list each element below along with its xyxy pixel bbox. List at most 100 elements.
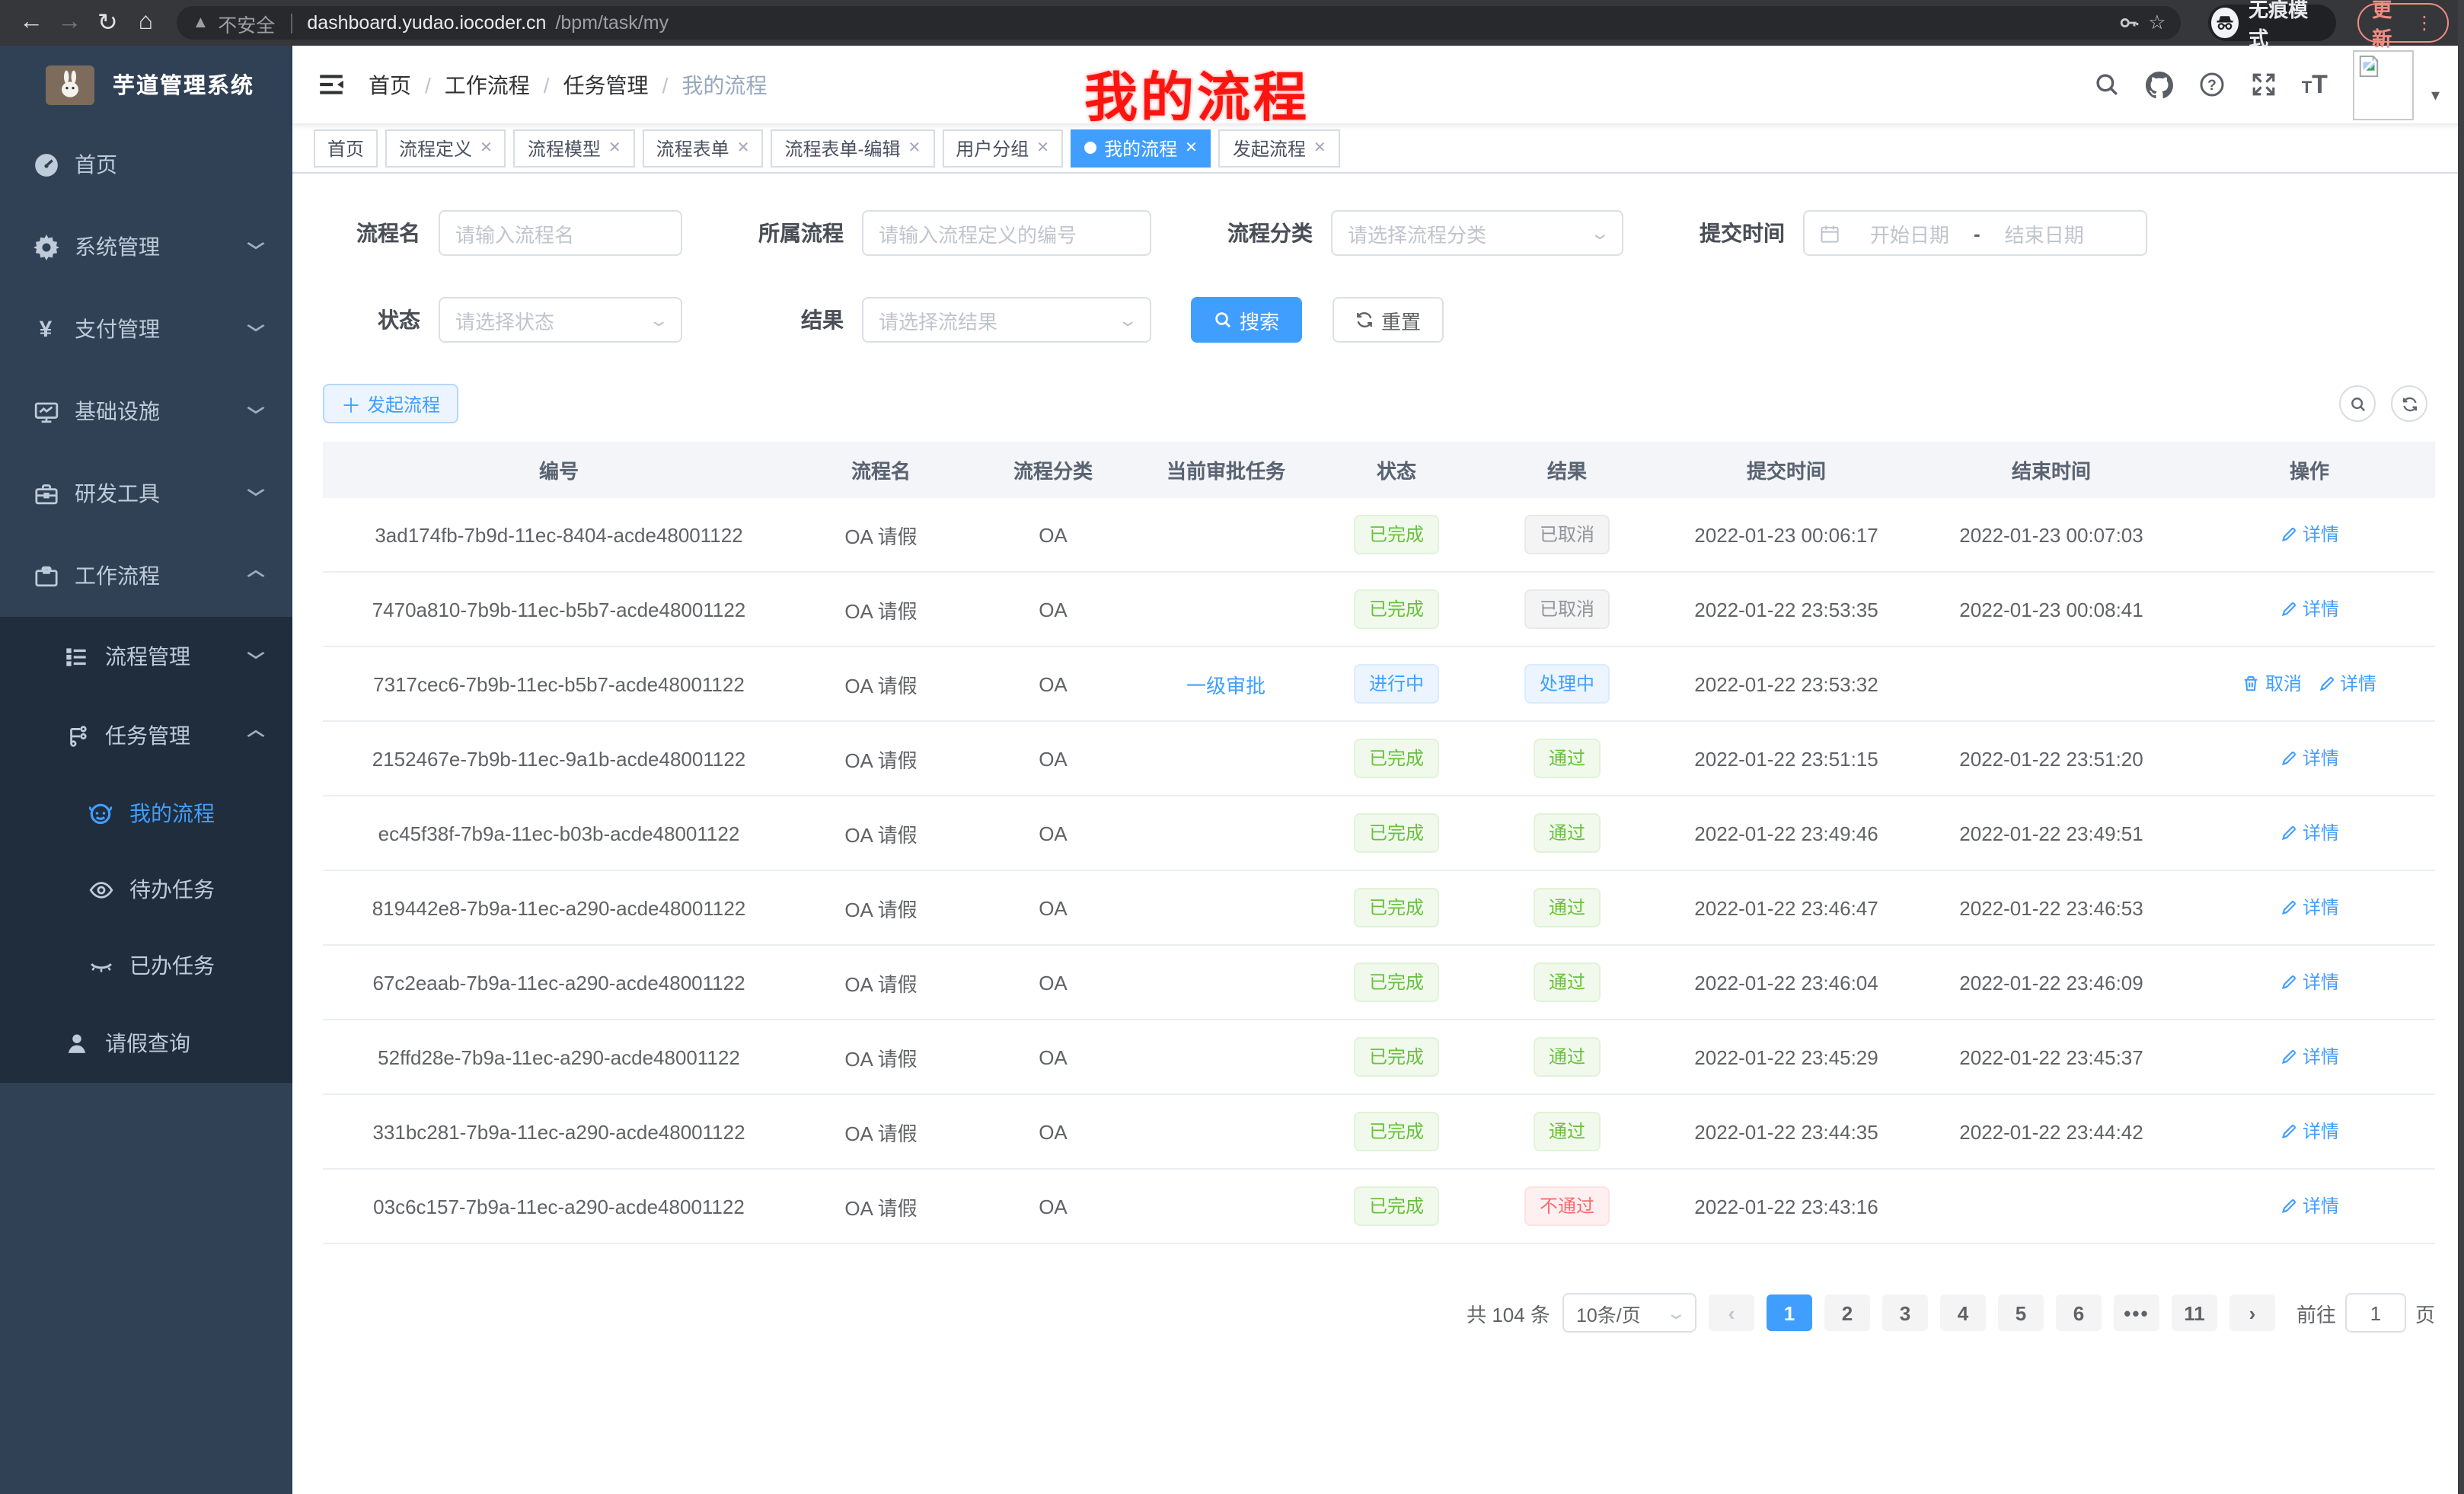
breadcrumb-item[interactable]: 任务管理 [563, 72, 649, 97]
close-icon[interactable]: ✕ [1313, 139, 1326, 156]
sidebar-item-流程管理[interactable]: 流程管理 [0, 617, 292, 696]
cell-category: OA [967, 1020, 1139, 1095]
more-pages-icon[interactable]: ••• [2113, 1294, 2159, 1331]
submit-time-range-picker[interactable]: 开始日期 - 结束日期 [1803, 210, 2147, 256]
cell-actions: 详情 [2184, 870, 2435, 946]
tab-流程定义[interactable]: 流程定义 ✕ [385, 129, 506, 167]
search-icon[interactable] [2095, 72, 2121, 97]
page-button-5[interactable]: 5 [1997, 1294, 2044, 1331]
fullscreen-icon[interactable] [2252, 72, 2277, 97]
cell-current-task [1139, 796, 1313, 871]
page-button-2[interactable]: 2 [1824, 1294, 1870, 1331]
detail-link[interactable]: 详情 [2280, 820, 2339, 846]
tab-流程表单[interactable]: 流程表单 ✕ [642, 129, 764, 167]
filter-label-time: 提交时间 [1700, 221, 1785, 245]
tab-流程模型[interactable]: 流程模型 ✕ [513, 129, 635, 167]
app-logo[interactable]: 芋道管理系统 [0, 46, 292, 123]
detail-link[interactable]: 详情 [2280, 596, 2339, 622]
breadcrumb-item[interactable]: 首页 [369, 72, 411, 97]
tab-首页[interactable]: 首页 [314, 129, 378, 167]
close-icon[interactable]: ✕ [908, 139, 921, 156]
sidebar-item-我的流程[interactable]: 我的流程 [0, 775, 292, 851]
goto-page-input[interactable] [2344, 1293, 2406, 1333]
cell-actions: 详情 [2184, 498, 2435, 573]
detail-link[interactable]: 详情 [2280, 895, 2339, 921]
sidebar-item-基础设施[interactable]: 基础设施 [0, 370, 292, 452]
cell-current-task [1139, 498, 1313, 573]
status-badge: 已完成 [1353, 962, 1439, 1002]
tab-发起流程[interactable]: 发起流程 ✕ [1218, 129, 1340, 167]
current-task-link[interactable]: 一级审批 [1186, 674, 1266, 697]
star-icon[interactable]: ☆ [2148, 11, 2166, 34]
process-definition-input[interactable]: 请输入流程定义的编号 [862, 210, 1151, 256]
page-button-1[interactable]: 1 [1766, 1294, 1812, 1331]
chevron-down-icon[interactable]: ▾ [2430, 87, 2440, 105]
close-icon[interactable]: ✕ [1036, 139, 1050, 156]
close-icon[interactable]: ✕ [1185, 139, 1198, 156]
next-page-button[interactable]: › [2229, 1294, 2275, 1331]
reload-icon[interactable]: ↻ [97, 11, 118, 37]
create-process-button[interactable]: ＋ 发起流程 [323, 384, 459, 423]
sidebar-fold-icon[interactable] [317, 69, 347, 100]
detail-link[interactable]: 详情 [2317, 671, 2376, 697]
avatar[interactable] [2353, 49, 2415, 120]
close-icon[interactable]: ✕ [608, 139, 621, 156]
search-circle-icon[interactable] [2339, 385, 2376, 422]
sidebar-item-已办任务[interactable]: 已办任务 [0, 927, 292, 1004]
reset-button[interactable]: 重置 [1333, 297, 1444, 343]
page-button-11[interactable]: 11 [2171, 1294, 2217, 1331]
github-icon[interactable] [2146, 71, 2174, 98]
status-select[interactable]: 请选择状态 ⌄ [439, 297, 682, 343]
sidebar-item-请假查询[interactable]: 请假查询 [0, 1004, 292, 1083]
close-icon[interactable]: ✕ [736, 139, 750, 156]
page-button-6[interactable]: 6 [2055, 1294, 2102, 1331]
cell-process-id: 331bc281-7b9a-11ec-a290-acde48001122 [323, 1094, 795, 1170]
chevron-down-icon [243, 482, 269, 505]
tab-用户分组[interactable]: 用户分组 ✕ [942, 129, 1064, 167]
back-icon[interactable]: ← [19, 9, 44, 35]
close-icon[interactable]: ✕ [480, 139, 493, 156]
question-icon[interactable]: ? [2200, 72, 2226, 97]
cancel-link[interactable]: 取消 [2242, 671, 2302, 697]
tab-我的流程[interactable]: 我的流程 ✕ [1071, 129, 1211, 167]
cell-current-task [1139, 945, 1313, 1020]
detail-link[interactable]: 详情 [2280, 969, 2339, 995]
result-select[interactable]: 请选择流结果 ⌄ [862, 297, 1151, 343]
detail-link[interactable]: 详情 [2280, 1119, 2339, 1144]
home-icon[interactable]: ⌂ [138, 9, 154, 35]
sidebar-item-首页[interactable]: 首页 [0, 123, 292, 206]
detail-link[interactable]: 详情 [2280, 745, 2339, 771]
cell-category: OA [967, 498, 1139, 573]
cell-process-name: OA 请假 [795, 945, 967, 1020]
key-icon[interactable] [2118, 12, 2139, 34]
detail-label: 详情 [2340, 673, 2377, 695]
detail-link[interactable]: 详情 [2280, 522, 2339, 547]
tab-流程表单-编辑[interactable]: 流程表单-编辑 ✕ [771, 129, 935, 167]
refresh-circle-icon[interactable] [2391, 385, 2427, 422]
sidebar-item-系统管理[interactable]: 系统管理 [0, 206, 292, 288]
sidebar-item-任务管理[interactable]: 任务管理 [0, 696, 292, 775]
detail-link[interactable]: 详情 [2280, 1044, 2339, 1070]
sidebar-item-研发工具[interactable]: 研发工具 [0, 452, 292, 535]
date-start-placeholder: 开始日期 [1870, 223, 1950, 246]
sidebar-item-工作流程[interactable]: 工作流程 [0, 535, 292, 617]
category-select[interactable]: 请选择流程分类 ⌄ [1331, 210, 1623, 256]
process-name-input[interactable]: 请输入流程名 [439, 210, 682, 256]
breadcrumb-item[interactable]: 工作流程 [444, 72, 530, 97]
cell-end-time: 2022-01-22 23:46:53 [1919, 870, 2184, 946]
sidebar-item-待办任务[interactable]: 待办任务 [0, 851, 292, 927]
kebab-menu-icon[interactable]: ⋮ [2415, 12, 2434, 34]
address-bar[interactable]: ▲ 不安全 dashboard.yudao.iocoder.cn/bpm/tas… [177, 6, 2182, 40]
monitor-icon [30, 398, 61, 424]
page-button-4[interactable]: 4 [1939, 1294, 1986, 1331]
search-button[interactable]: 搜索 [1191, 297, 1303, 343]
detail-link[interactable]: 详情 [2280, 1193, 2339, 1219]
sidebar-item-支付管理[interactable]: ¥ 支付管理 [0, 288, 292, 370]
page-button-3[interactable]: 3 [1882, 1294, 1928, 1331]
forward-icon[interactable]: → [57, 9, 82, 35]
browser-update-button[interactable]: 更新 ⋮ [2357, 0, 2449, 50]
page-size-select[interactable]: 10条/页 ⌄ [1562, 1293, 1696, 1333]
prev-page-button[interactable]: ‹ [1708, 1294, 1754, 1331]
